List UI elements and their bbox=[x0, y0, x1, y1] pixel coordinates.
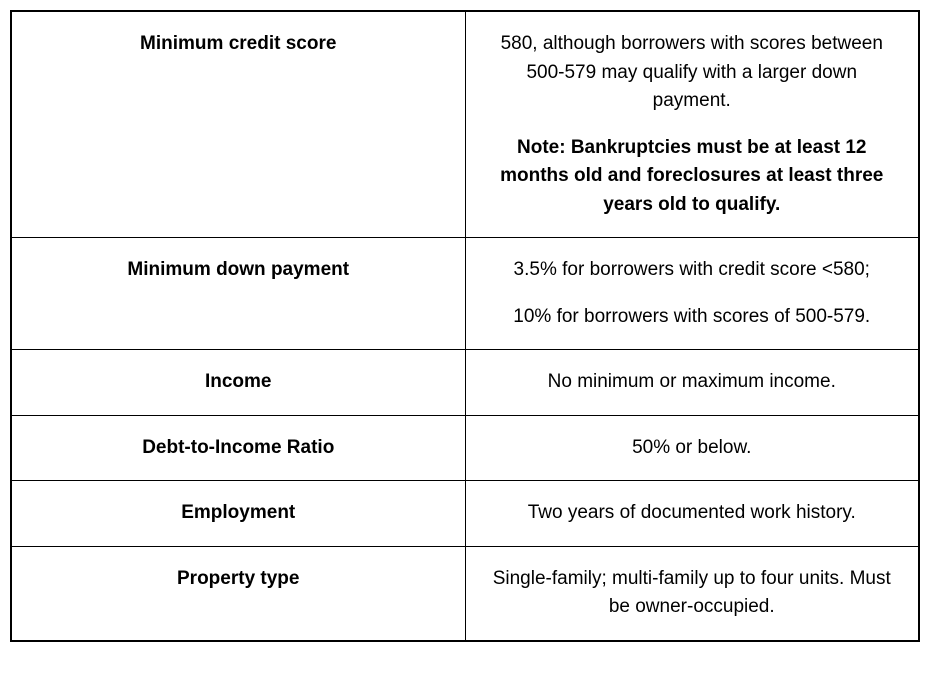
value-paragraph: 10% for borrowers with scores of 500-579… bbox=[486, 303, 899, 332]
row-label: Minimum credit score bbox=[11, 11, 465, 238]
table-row: Income No minimum or maximum income. bbox=[11, 350, 919, 416]
row-label: Income bbox=[11, 350, 465, 416]
table-row: Property type Single-family; multi-famil… bbox=[11, 546, 919, 641]
value-paragraph: No minimum or maximum income. bbox=[486, 368, 899, 397]
row-value: 3.5% for borrowers with credit score <58… bbox=[465, 238, 919, 350]
row-label: Debt-to-Income Ratio bbox=[11, 415, 465, 481]
value-paragraph: Two years of documented work history. bbox=[486, 499, 899, 528]
row-label: Minimum down payment bbox=[11, 238, 465, 350]
table-body: Minimum credit score 580, although borro… bbox=[11, 11, 919, 641]
value-paragraph: 580, although borrowers with scores betw… bbox=[486, 30, 899, 116]
row-value: 580, although borrowers with scores betw… bbox=[465, 11, 919, 238]
table-row: Employment Two years of documented work … bbox=[11, 481, 919, 547]
value-paragraph-note: Note: Bankruptcies must be at least 12 m… bbox=[486, 134, 899, 220]
table-row: Minimum credit score 580, although borro… bbox=[11, 11, 919, 238]
row-value: Two years of documented work history. bbox=[465, 481, 919, 547]
table-row: Debt-to-Income Ratio 50% or below. bbox=[11, 415, 919, 481]
row-value: No minimum or maximum income. bbox=[465, 350, 919, 416]
value-paragraph: 50% or below. bbox=[486, 434, 899, 463]
table-row: Minimum down payment 3.5% for borrowers … bbox=[11, 238, 919, 350]
value-paragraph: Single-family; multi-family up to four u… bbox=[486, 565, 899, 622]
row-value: Single-family; multi-family up to four u… bbox=[465, 546, 919, 641]
row-label: Employment bbox=[11, 481, 465, 547]
row-label: Property type bbox=[11, 546, 465, 641]
row-value: 50% or below. bbox=[465, 415, 919, 481]
requirements-table: Minimum credit score 580, although borro… bbox=[10, 10, 920, 642]
value-paragraph: 3.5% for borrowers with credit score <58… bbox=[486, 256, 899, 285]
